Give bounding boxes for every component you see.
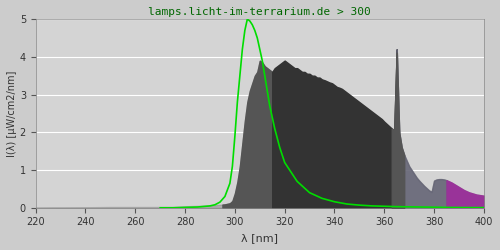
- Title: lamps.licht-im-terrarium.de > 300: lamps.licht-im-terrarium.de > 300: [148, 7, 371, 17]
- X-axis label: λ [nm]: λ [nm]: [242, 233, 279, 243]
- Y-axis label: I(λ) [μW/cm2/nm]: I(λ) [μW/cm2/nm]: [7, 70, 17, 157]
